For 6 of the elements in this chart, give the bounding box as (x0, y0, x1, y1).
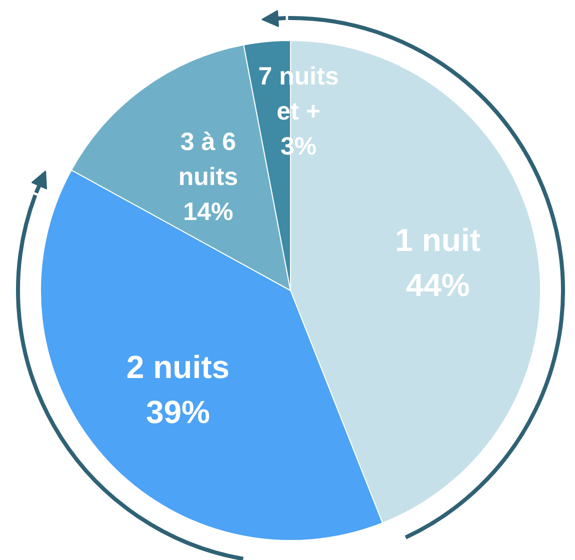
slice-label: 3 à 6 nuits (178, 128, 238, 192)
slice-label: 2 nuits (126, 349, 230, 386)
data-label: 39% (146, 394, 210, 430)
data-label: 14% (183, 198, 234, 226)
slice-label: 1 nuit (395, 222, 481, 258)
data-label: 44% (406, 266, 470, 303)
